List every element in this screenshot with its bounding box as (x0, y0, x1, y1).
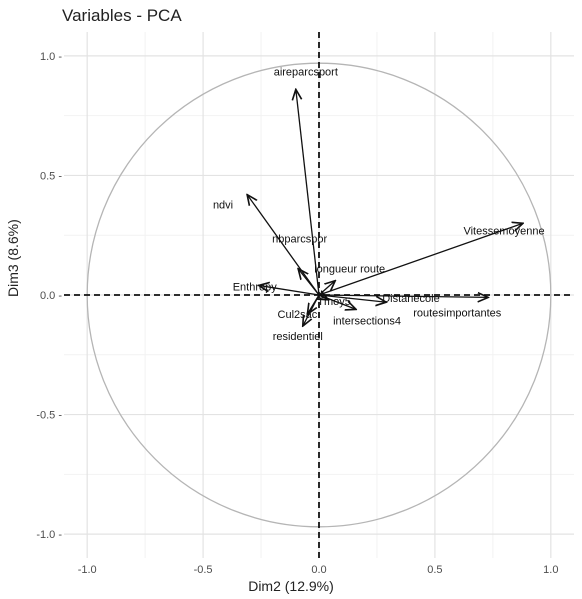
y-axis-label: Dim3 (8.6%) (5, 219, 21, 297)
x-tick-label: 0.0 (311, 564, 326, 576)
arrow-intersections4 (318, 294, 356, 309)
y-tick-label: 0.0 - (40, 290, 62, 302)
x-tick-label: -0.5 (194, 564, 213, 576)
label-vitessemoyenne: Vitessemoyenne (463, 225, 544, 237)
x-axis-label: Dim2 (12.9%) (248, 578, 334, 594)
x-tick-label: 1.0 (543, 564, 558, 576)
arrow-vitessemoyenne (318, 223, 523, 296)
label-intersections4: intersections4 (333, 315, 401, 327)
x-tick-label: -1.0 (78, 564, 97, 576)
label-residentiel: residentiel (273, 331, 323, 343)
y-tick-label: -1.0 - (36, 529, 62, 541)
arrow-routesimportantes (318, 295, 488, 297)
y-tick-label: -0.5 - (36, 410, 62, 422)
y-tick-label: 0.5 - (40, 170, 62, 182)
arrow-aireparcsport (296, 89, 320, 296)
label-cul2sac: Cul2sac (278, 309, 318, 321)
label-nbparcspor: nbparcspor (272, 234, 327, 246)
label-ndvi: ndvi (213, 200, 233, 212)
arrow-nbparcspor (298, 269, 320, 296)
label-distanecole: Distanecole (382, 293, 439, 305)
arrow-distanecole (318, 294, 386, 302)
label-longueur-route: longueur route (314, 264, 385, 276)
label-routesimportantes: routesimportantes (413, 307, 502, 319)
arrow-longueur-route (318, 281, 335, 296)
y-tick-label: 1.0 - (40, 51, 62, 63)
arrow-enthropy (259, 285, 320, 296)
x-tick-label: 0.5 (427, 564, 442, 576)
chart-title: Variables - PCA (62, 6, 182, 25)
arrow-residentiel (303, 294, 320, 326)
label-aireparcsport: aireparcsport (274, 66, 338, 78)
label-enthropy: Enthropy (233, 281, 278, 293)
